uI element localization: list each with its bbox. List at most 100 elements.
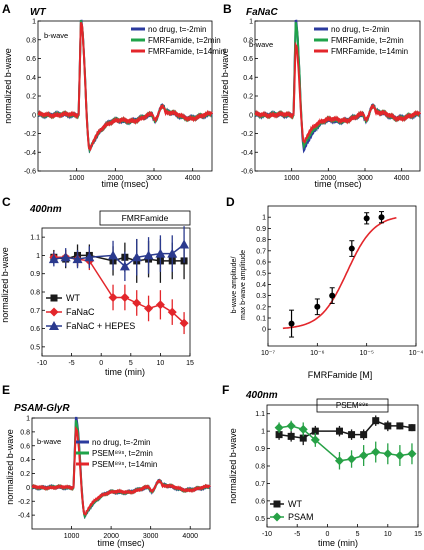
data-point-psam	[371, 447, 381, 457]
y-tick-label: 1	[36, 253, 40, 260]
legend-label-psem-2min: PSEM⁸⁹ˢ, t=2min	[92, 449, 153, 458]
panel-a-title: WT	[30, 7, 46, 18]
y-tick-label: 0.6	[26, 56, 36, 63]
data-point-fanac-hepes	[48, 254, 59, 264]
panel-c-data	[48, 226, 190, 335]
panel-f-axes: 0.5 0.6 0.7 0.8 0.9 1 1.1 -10 -5 0 5 10 15	[255, 411, 422, 538]
y-tick-label: 0.6	[20, 443, 30, 450]
y-tick-label: -0.6	[241, 169, 253, 176]
x-tick-label: 10⁻⁵	[359, 350, 373, 357]
x-tick-label: -10	[262, 531, 272, 538]
panel-a-bwave-annotation: b-wave	[44, 31, 68, 40]
panel-b-bwave-annotation: b-wave	[249, 40, 273, 49]
y-tick-label: -0.2	[24, 131, 36, 138]
panel-f-title: 400nm	[245, 390, 278, 401]
panel-f: F 400nm PSEM⁸⁹ˢ normalized b-wave time (…	[222, 383, 422, 548]
y-tick-label: 0.9	[255, 446, 265, 453]
data-point-fanac	[144, 303, 154, 313]
panel-e-axes: -0.4 -0.2 0 0.2 0.4 0.6 0.8 1 1000 2000 3000 4000	[18, 416, 198, 541]
data-point-fanac-hepes	[60, 252, 71, 262]
legend-label-nodrug: no drug, t=-2min	[331, 25, 389, 34]
data-point-fanac-hepes	[72, 254, 83, 264]
legend-marker-wt	[273, 500, 281, 508]
x-tick-label: -10	[37, 360, 47, 367]
x-tick-label: 15	[186, 360, 194, 367]
panel-c-drug-label: FMRFamide	[122, 213, 169, 223]
panel-label-b: B	[223, 2, 232, 16]
legend-label-drug-14min: FMRFamide, t=14min	[331, 47, 408, 56]
y-tick-label: 0.6	[255, 498, 265, 505]
data-point-wt	[335, 427, 343, 435]
x-tick-label: 0	[325, 531, 329, 538]
data-point-fanac-hepes	[108, 250, 119, 260]
panel-b-xlabel: time (msec)	[315, 179, 362, 189]
legend-label-fanac: FaNaC	[66, 307, 95, 317]
y-tick-label: 0.7	[30, 308, 40, 315]
y-tick-label: 0.4	[243, 75, 253, 82]
y-tick-label: 0.6	[30, 326, 40, 333]
data-point-fanac-hepes	[179, 239, 190, 249]
legend-label-drug-2min: FMRFamide, t=2min	[331, 36, 404, 45]
trace-t14min	[254, 41, 421, 144]
panel-label-d: D	[226, 195, 235, 209]
panel-e-ylabel: normalized b-wave	[5, 429, 15, 505]
panel-c-title: 400nm	[29, 204, 62, 215]
y-tick-label: 0.4	[26, 75, 36, 82]
data-point-wt	[408, 424, 416, 432]
panel-c-frame	[41, 227, 191, 357]
panel-c-xlabel: time (min)	[105, 367, 145, 377]
x-tick-label: -5	[68, 360, 74, 367]
panel-c-ylabel: normalized b-wave	[0, 247, 10, 323]
panel-d-xlabel: FMRFamide [M]	[308, 370, 373, 380]
panel-a-legend: no drug, t=-2min FMRFamide, t=2min FMRFa…	[131, 25, 225, 56]
legend-marker-wt	[50, 294, 58, 302]
y-tick-label: 0.2	[256, 304, 266, 311]
x-tick-label: 0	[99, 360, 103, 367]
data-point-psam	[347, 454, 357, 464]
data-point-psam	[298, 424, 308, 434]
data-point-wt	[311, 427, 319, 435]
y-tick-label: 1	[26, 416, 30, 423]
x-tick-label: 1000	[69, 175, 85, 182]
y-tick-label: 0.9	[30, 271, 40, 278]
y-tick-label: 0.8	[30, 290, 40, 297]
panel-e-frame	[31, 417, 211, 530]
panel-a-xlabel: time (msec)	[102, 179, 149, 189]
panel-a-traces	[37, 19, 213, 154]
y-tick-label: 0	[249, 112, 253, 119]
panel-label-e: E	[2, 383, 10, 397]
panel-e-xlabel: time (msec)	[98, 538, 145, 548]
x-tick-label: 15	[414, 531, 422, 538]
panel-e-traces	[31, 416, 211, 520]
y-tick-label: 0.7	[255, 481, 265, 488]
x-tick-label: 3000	[143, 533, 159, 540]
series-line-psam	[278, 425, 413, 462]
data-point	[363, 215, 370, 222]
data-point-fanac-hepes	[155, 248, 166, 258]
y-tick-label: 0.5	[256, 271, 266, 278]
data-point-psam	[407, 449, 417, 459]
panel-b-ylabel: normalized b-wave	[220, 48, 230, 124]
y-tick-label: -0.4	[241, 150, 253, 157]
x-tick-label: 3000	[357, 175, 373, 182]
fit-curve	[282, 217, 397, 330]
data-point-psam	[359, 451, 369, 461]
x-tick-label: 5	[129, 360, 133, 367]
data-point-wt	[396, 422, 404, 430]
y-tick-label: -0.6	[24, 169, 36, 176]
legend-label-psem-14min: PSEM⁸⁹ˢ, t=14min	[92, 460, 157, 469]
y-tick-label: 1	[32, 19, 36, 26]
panel-c-drug-bar	[99, 210, 191, 226]
y-tick-label: -0.4	[18, 513, 30, 520]
legend-label-drug-2min: FMRFamide, t=2min	[148, 36, 221, 45]
y-tick-label: 0.6	[243, 56, 253, 63]
x-tick-label: 2000	[108, 175, 124, 182]
y-tick-label: 0.6	[256, 260, 266, 267]
panel-f-ylabel: normalized b-wave	[228, 428, 238, 504]
panel-a: A WT normalized b-wave time (msec) b-wav…	[2, 2, 225, 189]
y-tick-label: 0	[32, 112, 36, 119]
panel-f-data	[274, 415, 417, 470]
y-tick-label: 1	[249, 19, 253, 26]
y-tick-label: 1	[261, 429, 265, 436]
